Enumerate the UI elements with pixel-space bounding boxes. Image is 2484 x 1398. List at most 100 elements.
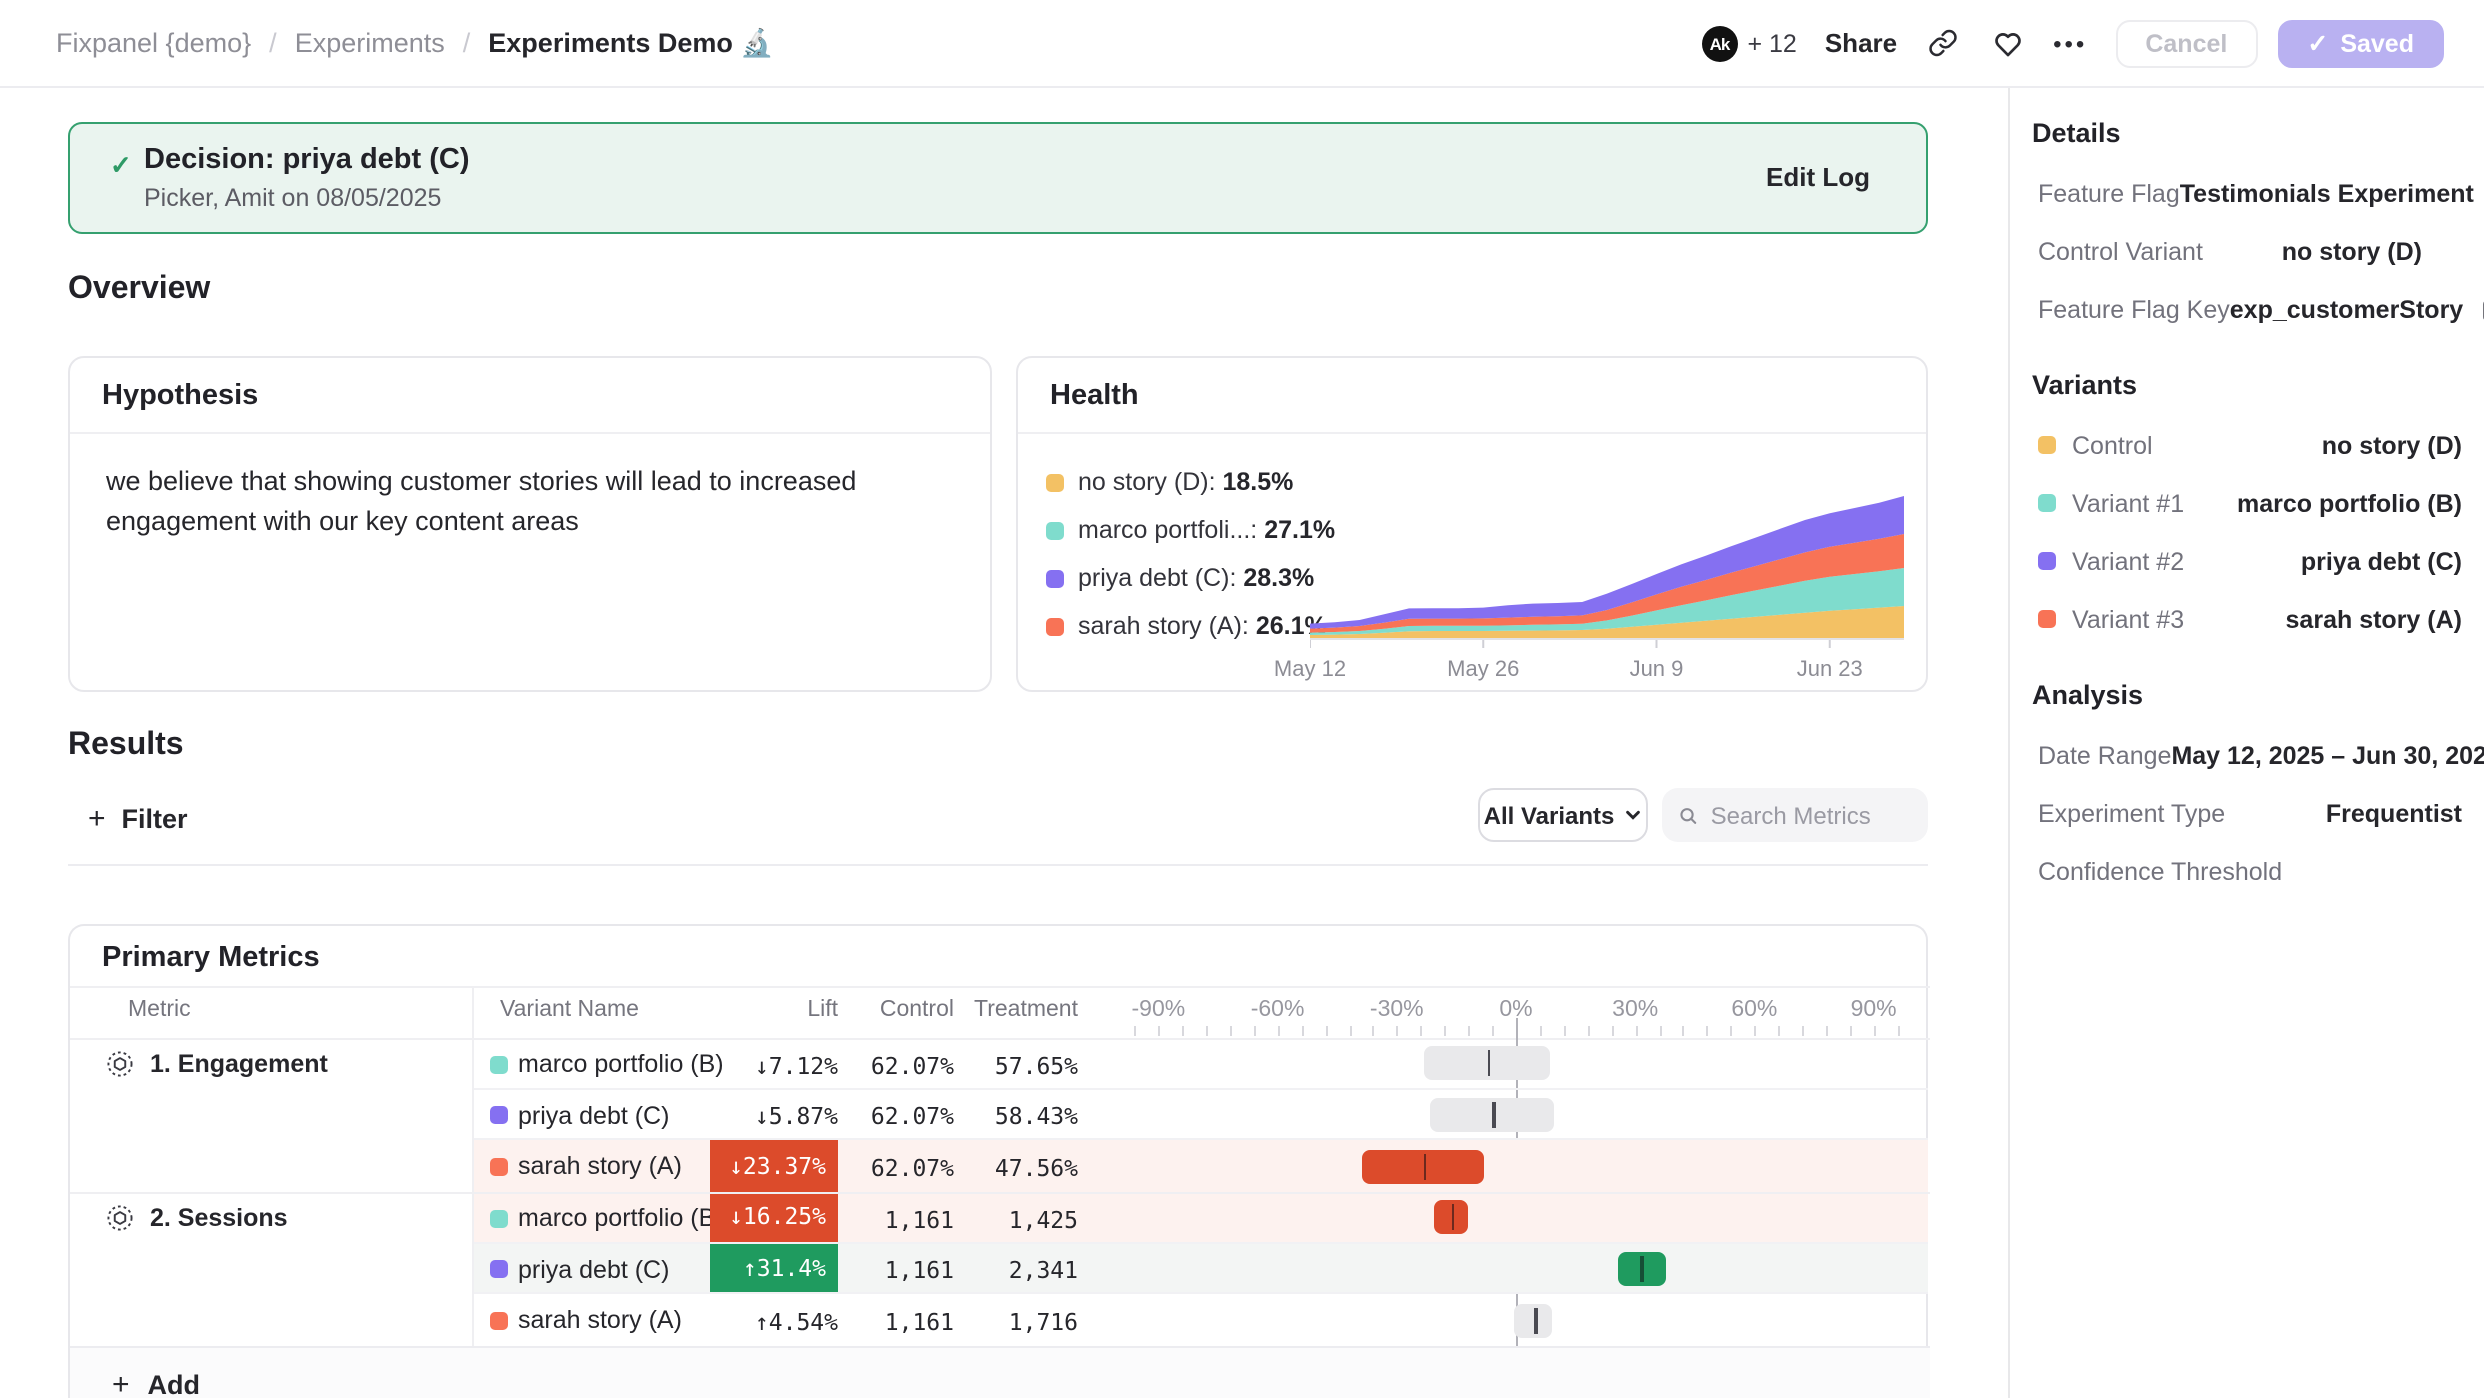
lift-axis-tick [1731, 1026, 1733, 1036]
col-header-lift: Lift [710, 998, 838, 1022]
lift-axis-tick [1492, 1026, 1494, 1036]
variant-name: sarah story (A) [518, 1307, 682, 1335]
search-metrics-input[interactable] [1711, 801, 1912, 829]
variant-swatch [490, 1312, 508, 1330]
control-value: 1,161 [858, 1308, 954, 1336]
lift-axis-tick [1850, 1026, 1852, 1036]
lift-axis-tick [1373, 1026, 1375, 1036]
collaborator-count[interactable]: + 12 [1747, 29, 1796, 57]
variant-label: Variant #1 [2072, 489, 2184, 517]
detail-label: Feature Flag [2038, 179, 2180, 207]
health-legend-item[interactable]: marco portfoli...: 27.1% [1046, 506, 1335, 554]
col-header-metric: Metric [128, 998, 191, 1022]
confidence-interval-bar[interactable] [1431, 1098, 1555, 1132]
legend-label: priya debt (C): 28.3% [1078, 564, 1314, 592]
table-row[interactable]: priya debt (C) ↓5.87% 62.07% 58.43% [474, 1089, 1928, 1140]
lift-axis-tick [1778, 1026, 1780, 1036]
lift-axis-tick [1874, 1026, 1876, 1036]
control-value: 62.07% [858, 1154, 954, 1182]
treatment-value: 2,341 [966, 1256, 1078, 1284]
confidence-interval-bar[interactable] [1435, 1201, 1469, 1235]
lift-axis-tick [1158, 1026, 1160, 1036]
filter-label: Filter [122, 803, 188, 833]
variant-swatch [2038, 494, 2056, 512]
col-header-variant: Variant Name [500, 998, 639, 1022]
breadcrumb-experiments[interactable]: Experiments [295, 28, 445, 58]
table-row[interactable]: sarah story (A) ↑4.54% 1,161 1,716 [474, 1295, 1928, 1346]
variant-rows: Control no story (D) Variant #1 marco po… [2024, 416, 2462, 648]
confidence-interval-bar[interactable] [1514, 1303, 1553, 1337]
detail-label: Control Variant [2038, 237, 2203, 265]
breadcrumb-separator: / [463, 28, 471, 58]
health-legend-item[interactable]: sarah story (A): 26.1% [1046, 602, 1335, 650]
metric-name: 1. Engagement [150, 1050, 328, 1078]
variant-swatch [2038, 552, 2056, 570]
breadcrumb-project[interactable]: Fixpanel {demo} [56, 28, 251, 58]
metric-cell[interactable]: 1. Engagement [106, 1050, 328, 1078]
detail-value[interactable]: Testimonials Experiment [2180, 179, 2474, 207]
health-legend-item[interactable]: priya debt (C): 28.3% [1046, 554, 1335, 602]
confidence-interval-bar[interactable] [1362, 1149, 1484, 1183]
control-value: 1,161 [858, 1256, 954, 1284]
lift-axis-tick [1230, 1026, 1232, 1036]
analysis-value: Frequentist [2225, 799, 2462, 827]
external-link-icon[interactable] [2474, 181, 2484, 205]
lift-axis-tick [1444, 1026, 1446, 1036]
variant-swatch [2038, 436, 2056, 454]
lift-axis-tick [1206, 1026, 1208, 1036]
breadcrumb-current-page: Experiments Demo 🔬 [488, 27, 774, 59]
lift-axis-label: 60% [1694, 998, 1814, 1022]
variant-row: Variant #2 priya debt (C) [2038, 532, 2462, 590]
decision-meta: Picker, Amit on 08/05/2025 [144, 184, 441, 212]
divider [70, 986, 1930, 988]
cancel-button[interactable]: Cancel [2115, 19, 2257, 67]
health-legend: no story (D): 18.5% marco portfoli...: 2… [1046, 458, 1335, 650]
legend-swatch [1046, 473, 1064, 491]
lift-axis-tick [1468, 1026, 1470, 1036]
copy-clipboard-icon[interactable] [2463, 297, 2484, 321]
variant-filter-dropdown[interactable]: All Variants [1478, 788, 1648, 842]
primary-metrics-title: Primary Metrics [102, 942, 320, 974]
confidence-interval-bar[interactable] [1425, 1047, 1551, 1081]
saved-button[interactable]: ✓Saved [2277, 19, 2444, 67]
lift-axis-tick [1826, 1026, 1828, 1036]
edit-log-button[interactable]: Edit Log [1766, 162, 1870, 192]
variant-row: Variant #3 sarah story (A) [2038, 590, 2462, 648]
copy-link-icon[interactable] [1925, 25, 1961, 61]
metric-cell[interactable]: 2. Sessions [106, 1204, 288, 1232]
analysis-label: Date Range [2038, 741, 2171, 769]
table-row[interactable]: sarah story (A) ↓23.37% 62.07% 47.56% [474, 1141, 1928, 1192]
lift-axis-tick [1802, 1026, 1804, 1036]
variant-name: priya debt (C) [518, 1101, 669, 1129]
variant-label: Variant #2 [2072, 547, 2184, 575]
lift-value-chip: ↑31.4% [710, 1243, 838, 1292]
lift-axis-tick [1421, 1026, 1423, 1036]
confidence-interval-bar[interactable] [1618, 1252, 1666, 1286]
detail-row-control-variant: Control Variant no story (D) [2038, 222, 2462, 280]
lift-axis-tick [1278, 1026, 1280, 1036]
main-content: ✓ Decision: priya debt (C) Picker, Amit … [0, 88, 2010, 1398]
lift-axis-tick [1659, 1026, 1661, 1036]
lift-axis-tick [1254, 1026, 1256, 1036]
health-legend-item[interactable]: no story (D): 18.5% [1046, 458, 1335, 506]
x-axis-label: May 26 [1419, 658, 1547, 682]
favorite-heart-icon[interactable] [1989, 25, 2025, 61]
add-filter-button[interactable]: + Filter [88, 792, 188, 844]
table-row[interactable]: priya debt (C) ↑31.4% 1,161 2,341 [474, 1243, 1928, 1294]
variant-swatch [2038, 610, 2056, 628]
detail-value: exp_customerStory [2230, 295, 2463, 323]
share-button[interactable]: Share [1825, 28, 1897, 58]
table-row[interactable]: marco portfolio (B) ↓16.25% 1,161 1,425 [474, 1192, 1928, 1243]
lift-value: ↓7.12% [694, 1051, 838, 1079]
control-value: 62.07% [858, 1102, 954, 1130]
detail-row-feature-flag-key: Feature Flag Key exp_customerStory [2038, 280, 2462, 338]
more-options-button[interactable]: ••• [2053, 29, 2087, 57]
add-metric-button[interactable]: + Add [70, 1346, 1930, 1398]
variant-swatch [490, 1209, 508, 1227]
table-row[interactable]: marco portfolio (B) ↓7.12% 62.07% 57.65% [474, 1038, 1928, 1089]
avatar[interactable]: Ak [1701, 25, 1737, 61]
col-header-treatment: Treatment [962, 998, 1078, 1022]
header-actions: Ak + 12 Share ••• Cancel ✓Saved [1701, 19, 2444, 67]
variant-value: no story (D) [2153, 431, 2462, 459]
chevron-down-icon [1624, 806, 1642, 824]
